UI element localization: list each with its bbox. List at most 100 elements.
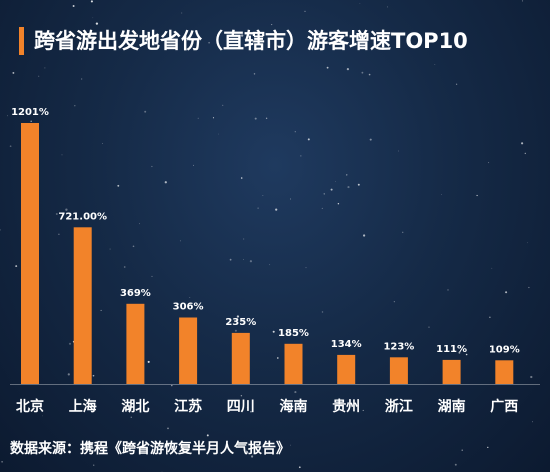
star [346, 67, 350, 71]
star [100, 309, 102, 311]
star [212, 117, 215, 119]
star [524, 152, 526, 155]
star [147, 360, 150, 363]
star [171, 384, 173, 387]
star [321, 207, 323, 209]
star [265, 117, 268, 119]
star [240, 177, 243, 179]
data-label-8: 123% [383, 341, 414, 352]
star [361, 71, 364, 74]
star [250, 410, 252, 413]
star [229, 258, 232, 261]
star [488, 162, 490, 164]
star [290, 198, 291, 200]
category-label-4: 江苏 [174, 398, 202, 415]
star [197, 117, 199, 119]
star [181, 12, 183, 14]
star [521, 142, 524, 145]
star [65, 208, 68, 211]
star [144, 110, 147, 113]
data-source-note: 数据来源：携程《跨省游恢复半月人气报告》 [10, 441, 290, 457]
star [323, 193, 325, 195]
star [393, 301, 395, 303]
star [387, 6, 388, 8]
star [369, 138, 372, 141]
star [222, 104, 224, 107]
star [434, 64, 436, 65]
star [298, 466, 301, 469]
star [151, 275, 153, 277]
star [12, 71, 15, 74]
star [453, 350, 456, 352]
star [167, 427, 169, 430]
star [92, 17, 94, 19]
data-label-7: 134% [331, 339, 362, 350]
data-label-10: 109% [489, 344, 520, 355]
star [61, 154, 63, 156]
bar-8 [389, 357, 408, 384]
star [290, 444, 291, 446]
star [58, 233, 60, 235]
star [528, 286, 530, 289]
category-label-2: 上海 [69, 398, 97, 415]
data-label-5: 235% [225, 317, 256, 328]
star [441, 194, 442, 195]
bar-7 [337, 354, 356, 384]
star [271, 24, 273, 26]
star [521, 0, 524, 2]
data-label-1: 1201% [11, 107, 49, 118]
star [249, 260, 253, 263]
star [146, 451, 148, 452]
star [508, 405, 511, 408]
star [330, 188, 333, 191]
star [454, 463, 457, 466]
star [362, 409, 364, 411]
star [236, 315, 240, 318]
star [357, 183, 360, 186]
data-label-9: 111% [436, 344, 467, 355]
star [491, 267, 493, 269]
star [9, 145, 12, 148]
star [465, 353, 468, 356]
star [402, 231, 404, 233]
star [359, 3, 361, 4]
star [251, 455, 254, 458]
star [253, 73, 256, 75]
star [368, 73, 371, 76]
star [68, 342, 72, 345]
star [1, 460, 3, 463]
star [428, 326, 430, 328]
star [81, 78, 83, 80]
star [55, 213, 58, 215]
star [131, 447, 133, 449]
star [93, 464, 95, 466]
star [342, 40, 344, 42]
star [398, 150, 400, 152]
data-label-2: 721.00% [58, 211, 107, 222]
star [38, 75, 40, 77]
star [269, 264, 271, 266]
star [360, 35, 363, 37]
bar-5 [231, 332, 250, 384]
star [447, 289, 449, 291]
star [321, 311, 324, 313]
star [218, 133, 219, 135]
chart-title: 跨省游出发地省份（直辖市）游客增速TOP10 [34, 29, 468, 53]
star [6, 115, 8, 117]
star [262, 195, 264, 197]
star [234, 329, 237, 332]
star [476, 194, 478, 197]
star [95, 22, 99, 25]
category-label-5: 四川 [227, 399, 255, 415]
star [123, 266, 126, 268]
star [527, 242, 529, 244]
star [531, 421, 534, 423]
star [276, 357, 279, 359]
star [0, 229, 1, 231]
star [132, 245, 135, 248]
category-label-8: 浙江 [385, 398, 413, 415]
star [487, 446, 489, 449]
star [74, 104, 76, 107]
category-label-9: 湖南 [438, 398, 466, 415]
